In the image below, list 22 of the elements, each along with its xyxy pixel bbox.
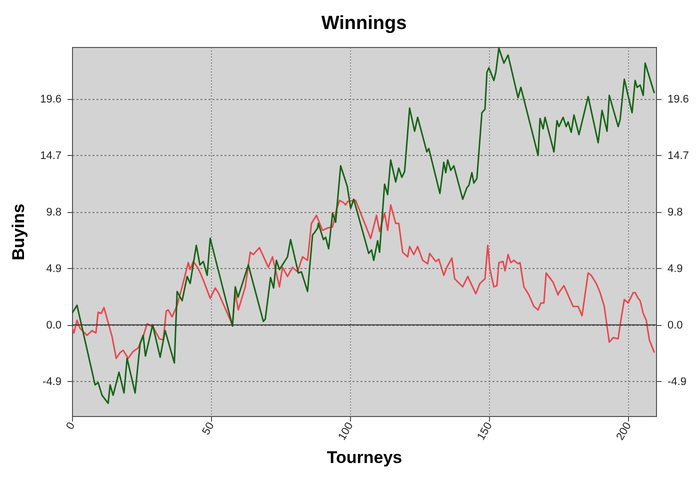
y2-tick-label: 9.8 [668, 206, 683, 218]
y-tick-label: 4.9 [46, 262, 62, 275]
y-tick-label: -4.9 [42, 376, 62, 388]
y-tick-label: 9.8 [46, 206, 62, 218]
y2-tick-label: 14.7 [668, 150, 689, 162]
x-tick-label: 50 [200, 420, 217, 438]
x-tick-label: 200 [614, 420, 634, 442]
y2-tick-label: 19.6 [668, 93, 689, 106]
x-tick-label: 150 [475, 420, 495, 442]
chart-title: Winnings [321, 13, 407, 34]
y2-tick-label: 0.0 [668, 319, 683, 332]
x-tick-label: 0 [64, 420, 78, 432]
y-tick-label: 19.6 [40, 93, 62, 106]
line-series [72, 47, 656, 404]
y-tick-label: 14.7 [40, 150, 62, 162]
x-tick-label: 100 [336, 420, 356, 442]
y2-tick-label: -4.9 [668, 376, 686, 388]
y2-tick-label: 4.9 [668, 262, 683, 275]
x-axis-title: Tourneys [326, 448, 402, 467]
line-series [72, 200, 656, 360]
y-axis-title: Buyins [9, 204, 28, 260]
y-tick-label: 0.0 [46, 319, 62, 332]
